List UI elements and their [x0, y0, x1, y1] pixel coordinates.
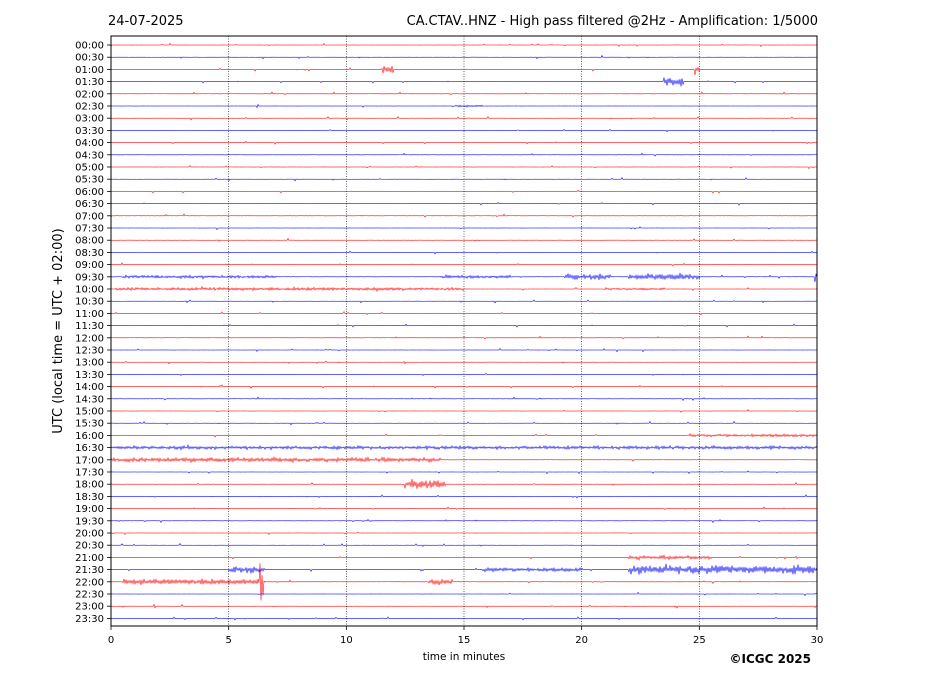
trace-line — [110, 66, 818, 76]
y-tick-label: 03:30 — [75, 126, 104, 137]
x-axis: 0 5 10 15 20 25 30 — [108, 626, 824, 646]
y-tick-label: 09:30 — [75, 272, 104, 283]
y-tick-label: 20:00 — [75, 529, 104, 540]
y-tick-label: 09:00 — [75, 260, 104, 271]
trace-line — [110, 335, 818, 340]
y-tick-label: 05:30 — [75, 175, 104, 186]
y-tick-label: 00:00 — [75, 41, 104, 52]
trace-line — [110, 563, 818, 575]
trace-line — [110, 420, 818, 426]
trace-line — [110, 262, 818, 267]
x-tick-label: 15 — [458, 635, 471, 646]
trace-line — [110, 116, 818, 121]
y-tick-label: 18:30 — [75, 492, 104, 503]
x-tick-label: 30 — [811, 635, 824, 646]
trace-line — [110, 360, 818, 365]
y-tick-label: 00:30 — [75, 53, 104, 64]
chart-title: CA.CTAV..HNZ - High pass filtered @2Hz -… — [407, 14, 818, 29]
y-tick-label: 01:30 — [75, 77, 104, 88]
y-tick-label: 18:00 — [75, 480, 104, 491]
y-tick-label: 17:30 — [75, 468, 104, 479]
y-tick-label: 22:00 — [75, 577, 104, 588]
trace-line — [110, 518, 818, 524]
trace-line — [110, 128, 818, 133]
y-tick-label: 10:30 — [75, 297, 104, 308]
y-tick-label: 04:30 — [75, 150, 104, 161]
y-tick-label: 21:00 — [75, 553, 104, 564]
x-tick-label: 10 — [340, 635, 353, 646]
trace-line — [110, 54, 818, 60]
y-tick-label: 05:00 — [75, 163, 104, 174]
y-tick-label: 23:00 — [75, 602, 104, 613]
trace-line — [110, 433, 818, 438]
y-tick-label: 23:30 — [75, 614, 104, 625]
trace-line — [110, 42, 818, 48]
y-tick-label: 16:00 — [75, 431, 104, 442]
y-tick-label: 22:30 — [75, 590, 104, 601]
copyright-label: ©ICGC 2025 — [729, 652, 811, 666]
y-tick-label: 03:00 — [75, 114, 104, 125]
y-tick-label: 10:00 — [75, 285, 104, 296]
trace-line — [110, 372, 818, 376]
y-tick-label: 14:30 — [75, 394, 104, 405]
trace-line — [110, 226, 818, 231]
trace-line — [110, 478, 818, 489]
y-tick-label: 01:00 — [75, 65, 104, 76]
y-tick-label: 08:30 — [75, 248, 104, 259]
y-tick-label: 13:00 — [75, 358, 104, 369]
date-label: 24-07-2025 — [108, 14, 184, 29]
y-tick-label: 12:00 — [75, 333, 104, 344]
y-tick-label: 08:00 — [75, 236, 104, 247]
y-tick-label: 11:00 — [75, 309, 104, 320]
trace-line — [110, 616, 818, 621]
y-tick-label: 11:30 — [75, 321, 104, 332]
trace-line — [110, 164, 818, 170]
trace-line — [110, 456, 818, 464]
trace-line — [110, 237, 818, 242]
y-tick-label: 19:00 — [75, 504, 104, 515]
vertical-gridlines — [228, 36, 700, 626]
y-tick-label: 04:00 — [75, 138, 104, 149]
x-axis-label: time in minutes — [423, 651, 505, 663]
y-tick-label: 21:30 — [75, 565, 104, 576]
y-tick-label: 14:00 — [75, 382, 104, 393]
y-tick-label: 02:00 — [75, 89, 104, 100]
trace-line — [110, 272, 818, 283]
y-tick-label: 12:30 — [75, 346, 104, 357]
y-tick-label: 13:30 — [75, 370, 104, 381]
trace-line — [110, 554, 818, 561]
trace-line — [110, 470, 818, 475]
x-tick-label: 25 — [693, 635, 706, 646]
y-tick-label: 16:30 — [75, 443, 104, 454]
y-tick-label: 06:30 — [75, 199, 104, 210]
trace-line — [110, 323, 818, 328]
trace-line — [110, 250, 818, 255]
y-tick-label: 19:30 — [75, 516, 104, 527]
trace-line — [110, 311, 818, 316]
y-tick-label: 06:00 — [75, 187, 104, 198]
x-tick-label: 5 — [225, 635, 231, 646]
y-tick-label: 07:00 — [75, 211, 104, 222]
y-tick-label: 17:00 — [75, 455, 104, 466]
y-tick-label: 07:30 — [75, 224, 104, 235]
x-tick-label: 20 — [575, 635, 588, 646]
trace-line — [110, 213, 818, 219]
trace-line — [110, 347, 818, 353]
y-tick-label: 15:00 — [75, 407, 104, 418]
trace-line — [110, 140, 818, 145]
trace-line — [110, 103, 818, 109]
x-tick-label: 0 — [108, 635, 114, 646]
y-axis-label: UTC (local time = UTC + 02:00) — [51, 228, 66, 433]
y-tick-label: 20:30 — [75, 541, 104, 552]
y-tick-label: 02:30 — [75, 102, 104, 113]
trace-line — [110, 531, 818, 536]
trace-line — [110, 542, 818, 547]
trace-line — [110, 152, 818, 157]
y-tick-label: 15:30 — [75, 419, 104, 430]
